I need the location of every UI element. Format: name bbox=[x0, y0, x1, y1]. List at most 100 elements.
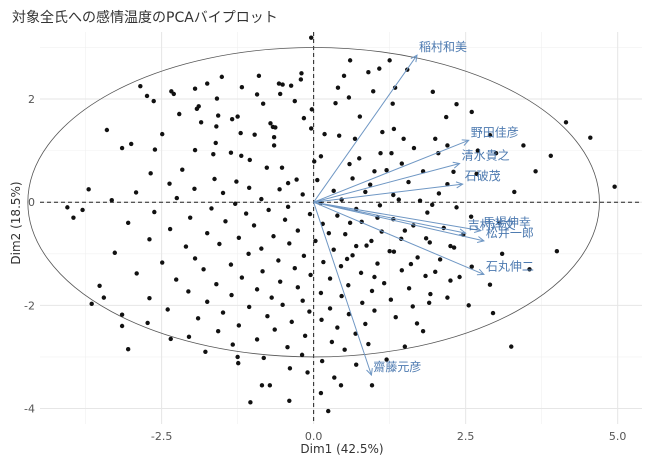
data-point bbox=[346, 283, 351, 288]
data-point bbox=[381, 280, 387, 286]
data-point bbox=[364, 243, 369, 248]
data-point bbox=[229, 292, 234, 298]
reference-lines bbox=[40, 32, 642, 424]
data-point bbox=[327, 276, 333, 281]
variable-arrow bbox=[313, 202, 372, 376]
variable-label: 清水貴之 bbox=[462, 149, 510, 163]
data-point bbox=[168, 336, 173, 342]
data-point bbox=[326, 408, 331, 414]
data-point bbox=[167, 226, 173, 232]
data-point bbox=[196, 104, 201, 109]
data-point bbox=[209, 206, 214, 211]
data-point bbox=[360, 300, 365, 305]
data-point bbox=[474, 171, 479, 177]
grid-lines bbox=[40, 32, 642, 424]
data-point bbox=[220, 190, 226, 196]
data-point bbox=[279, 165, 285, 170]
data-point bbox=[259, 383, 265, 388]
data-point bbox=[401, 136, 406, 141]
data-point bbox=[387, 249, 392, 254]
y-tick-label: -4 bbox=[24, 403, 35, 416]
data-point bbox=[554, 249, 560, 254]
data-point bbox=[377, 66, 382, 71]
data-point bbox=[292, 266, 297, 271]
data-point bbox=[125, 347, 131, 352]
data-point bbox=[80, 207, 85, 213]
data-point bbox=[119, 323, 125, 329]
data-point bbox=[89, 301, 94, 307]
individual-points bbox=[65, 35, 617, 414]
data-point bbox=[487, 132, 493, 138]
data-point bbox=[277, 91, 283, 97]
data-point bbox=[223, 219, 228, 224]
data-point bbox=[367, 182, 373, 187]
data-point bbox=[86, 187, 91, 192]
data-point bbox=[301, 253, 307, 259]
data-point bbox=[285, 204, 291, 210]
data-point bbox=[408, 261, 414, 267]
data-point bbox=[402, 228, 408, 233]
data-point bbox=[243, 211, 249, 216]
data-point bbox=[414, 321, 420, 326]
variable-label: 齋藤元彦 bbox=[373, 359, 421, 374]
x-axis-label: Dim1 (42.5%) bbox=[300, 442, 383, 456]
data-point bbox=[254, 92, 260, 97]
variable-arrow bbox=[313, 163, 460, 203]
data-point bbox=[490, 310, 496, 316]
data-point bbox=[220, 310, 226, 315]
y-tick-label: 2 bbox=[28, 93, 35, 106]
axis-ticks: -2.5 0.0 2.5 5.0 -4 -2 0 2 bbox=[24, 93, 626, 443]
arrow-head bbox=[410, 54, 418, 63]
data-point bbox=[214, 124, 219, 129]
data-point bbox=[445, 143, 450, 148]
data-point bbox=[344, 256, 350, 262]
data-point bbox=[300, 298, 305, 303]
data-point bbox=[270, 124, 276, 130]
data-point bbox=[399, 161, 405, 166]
data-point bbox=[371, 89, 376, 94]
data-point bbox=[152, 147, 158, 152]
data-point bbox=[147, 295, 152, 301]
data-point bbox=[406, 179, 411, 185]
data-point bbox=[363, 321, 368, 327]
data-point bbox=[415, 255, 420, 260]
data-point bbox=[391, 126, 397, 132]
data-point bbox=[433, 269, 438, 275]
data-point bbox=[214, 96, 220, 101]
data-point bbox=[331, 247, 336, 252]
data-point bbox=[487, 282, 493, 287]
data-point bbox=[294, 177, 299, 182]
data-point bbox=[205, 299, 210, 304]
data-point bbox=[213, 140, 218, 146]
data-point bbox=[389, 151, 394, 156]
variable-arrow bbox=[313, 54, 418, 203]
data-point bbox=[350, 253, 355, 258]
data-point bbox=[280, 302, 285, 308]
data-point bbox=[119, 312, 125, 317]
data-point bbox=[109, 197, 114, 203]
data-point bbox=[406, 286, 412, 291]
data-point bbox=[327, 306, 333, 311]
data-point bbox=[309, 35, 314, 40]
data-point bbox=[448, 243, 453, 249]
data-point bbox=[347, 161, 352, 167]
data-point bbox=[399, 268, 405, 273]
data-point bbox=[451, 245, 457, 250]
data-point bbox=[329, 339, 335, 345]
data-point bbox=[384, 357, 389, 362]
data-point bbox=[332, 375, 337, 380]
variable-label: 野田佳彦 bbox=[471, 124, 519, 139]
data-point bbox=[430, 202, 435, 207]
data-point bbox=[338, 263, 344, 269]
data-point bbox=[319, 358, 325, 364]
data-point bbox=[372, 274, 377, 280]
data-point bbox=[287, 366, 293, 371]
arrow-head bbox=[366, 367, 373, 377]
data-point bbox=[521, 143, 526, 148]
variable-arrow bbox=[313, 139, 469, 203]
data-point bbox=[350, 176, 355, 181]
data-point bbox=[234, 179, 239, 184]
data-point bbox=[339, 293, 344, 299]
data-point bbox=[339, 197, 344, 202]
x-tick-label: 2.5 bbox=[457, 430, 475, 443]
